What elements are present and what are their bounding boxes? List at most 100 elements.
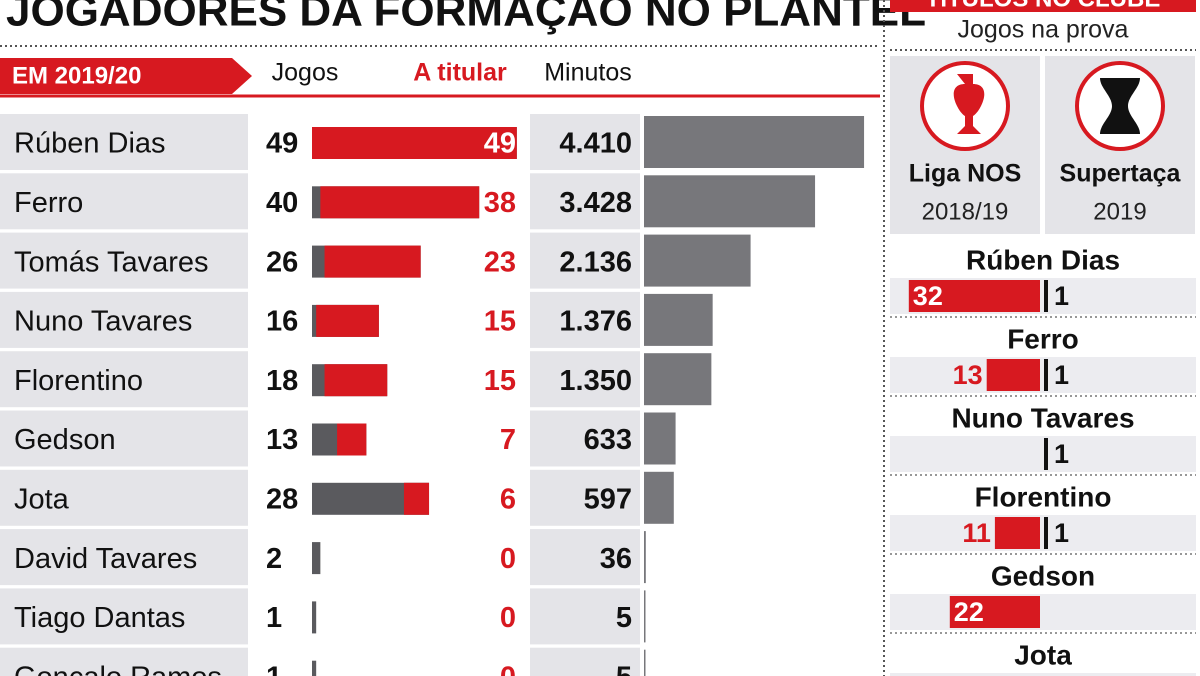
games-bar	[312, 542, 321, 575]
bar-row	[890, 436, 1196, 472]
games-value: 40	[266, 187, 298, 219]
liga-value: 32	[913, 281, 943, 311]
header-games: Jogos	[272, 59, 339, 87]
minutes-cell	[530, 291, 640, 348]
minutes-value: 2.136	[559, 246, 632, 278]
minutes-value: 1.376	[559, 306, 632, 338]
supertaca-bar	[1044, 517, 1048, 549]
trophy-icon	[953, 74, 985, 134]
panel-player-name: Rúben Dias	[966, 244, 1120, 275]
name-cell	[0, 232, 248, 289]
bar-row	[890, 673, 1196, 676]
minutes-bar	[644, 412, 676, 465]
liga-bar	[986, 359, 1040, 391]
starts-value: 38	[484, 187, 516, 219]
player-name: Tiago Dantas	[14, 602, 185, 634]
panel-subtitle: Jogos na prova	[958, 16, 1129, 44]
name-cell	[0, 647, 248, 676]
liga-value: 13	[953, 360, 983, 390]
minutes-value: 36	[600, 543, 632, 575]
games-bar	[312, 601, 317, 634]
player-name: Jota	[14, 483, 70, 515]
supertaca-value: 1	[1054, 360, 1069, 390]
liga-value: 11	[962, 518, 991, 548]
panel-title: TÍTULOS NO CLUBE	[926, 0, 1161, 12]
name-cell	[0, 469, 248, 526]
starts-value: 15	[484, 306, 516, 338]
header-minutes: Minutos	[544, 59, 632, 87]
season-tag	[0, 58, 252, 94]
minutes-bar	[644, 175, 816, 228]
games-value: 16	[266, 306, 298, 338]
minutes-value: 633	[584, 424, 632, 456]
name-cell	[0, 410, 248, 467]
minutes-cell	[530, 114, 640, 170]
minutes-cell	[530, 647, 640, 676]
supertaca-bar	[1044, 438, 1048, 470]
games-value: 49	[266, 128, 298, 160]
minutes-value: 5	[616, 602, 632, 634]
liga-bar	[994, 517, 1040, 549]
name-cell	[0, 173, 248, 230]
games-value: 13	[266, 424, 298, 456]
player-name: Rúben Dias	[14, 128, 166, 160]
panel-player-name: Jota	[1014, 639, 1072, 670]
games-value: 2	[266, 543, 282, 575]
liga-bar	[908, 280, 1040, 312]
player-name: Tomás Tavares	[14, 246, 209, 278]
games-value: 1	[266, 602, 282, 634]
starts-value: 0	[500, 602, 516, 634]
panel-title-bar	[890, 0, 1196, 12]
season-label: EM 2019/20	[12, 62, 141, 89]
bar-row	[890, 357, 1196, 393]
minutes-cell	[530, 469, 640, 526]
starts-bar	[324, 364, 388, 397]
panel-player-name: Gedson	[991, 560, 1095, 591]
player-name: Florentino	[14, 365, 143, 397]
competition-name: Supertaça	[1060, 160, 1182, 188]
minutes-bar	[644, 649, 646, 676]
name-cell	[0, 351, 248, 408]
supertaca-value: 1	[1054, 439, 1069, 469]
minutes-value: 1.350	[559, 365, 632, 397]
supertaca-bar	[1044, 359, 1048, 391]
minutes-cell	[530, 410, 640, 467]
minutes-value: 4.410	[559, 128, 632, 160]
minutes-bar	[644, 531, 646, 584]
panel-player-name: Nuno Tavares	[951, 402, 1134, 433]
starts-bar	[337, 423, 367, 456]
starts-value: 15	[484, 365, 516, 397]
starts-bar	[403, 482, 430, 515]
main-title: JOGADORES DA FORMAÇÃO NO PLANTEL	[6, 0, 926, 36]
supertaca-value: 1	[1054, 518, 1069, 548]
minutes-value: 5	[616, 661, 632, 676]
starts-value: 7	[500, 424, 516, 456]
player-name: Ferro	[14, 187, 83, 219]
games-value: 26	[266, 246, 298, 278]
starts-bar	[320, 186, 480, 219]
name-cell	[0, 291, 248, 348]
starts-bar	[324, 245, 421, 278]
starts-value: 0	[500, 543, 516, 575]
competition-name: Liga NOS	[909, 160, 1022, 188]
bar-row	[890, 515, 1196, 551]
minutes-bar	[644, 590, 646, 643]
minutes-bar	[644, 234, 751, 287]
competition-season: 2018/19	[922, 198, 1009, 225]
minutes-bar	[644, 471, 674, 524]
panel-player-name: Ferro	[1007, 323, 1079, 354]
games-value: 18	[266, 365, 298, 397]
minutes-bar	[644, 116, 865, 168]
minutes-value: 3.428	[559, 187, 632, 219]
supertaca-value: 1	[1054, 281, 1069, 311]
player-name: David Tavares	[14, 543, 197, 575]
bar-row	[890, 594, 1196, 630]
minutes-cell	[530, 232, 640, 289]
starts-value: 0	[500, 661, 516, 676]
starts-bar	[312, 127, 517, 159]
player-name: Gonçalo Ramos	[14, 661, 222, 676]
starts-bar	[316, 304, 379, 337]
trophy-icon	[1100, 78, 1140, 134]
header-starts: A titular	[413, 59, 507, 87]
competition-season: 2019	[1093, 198, 1146, 225]
